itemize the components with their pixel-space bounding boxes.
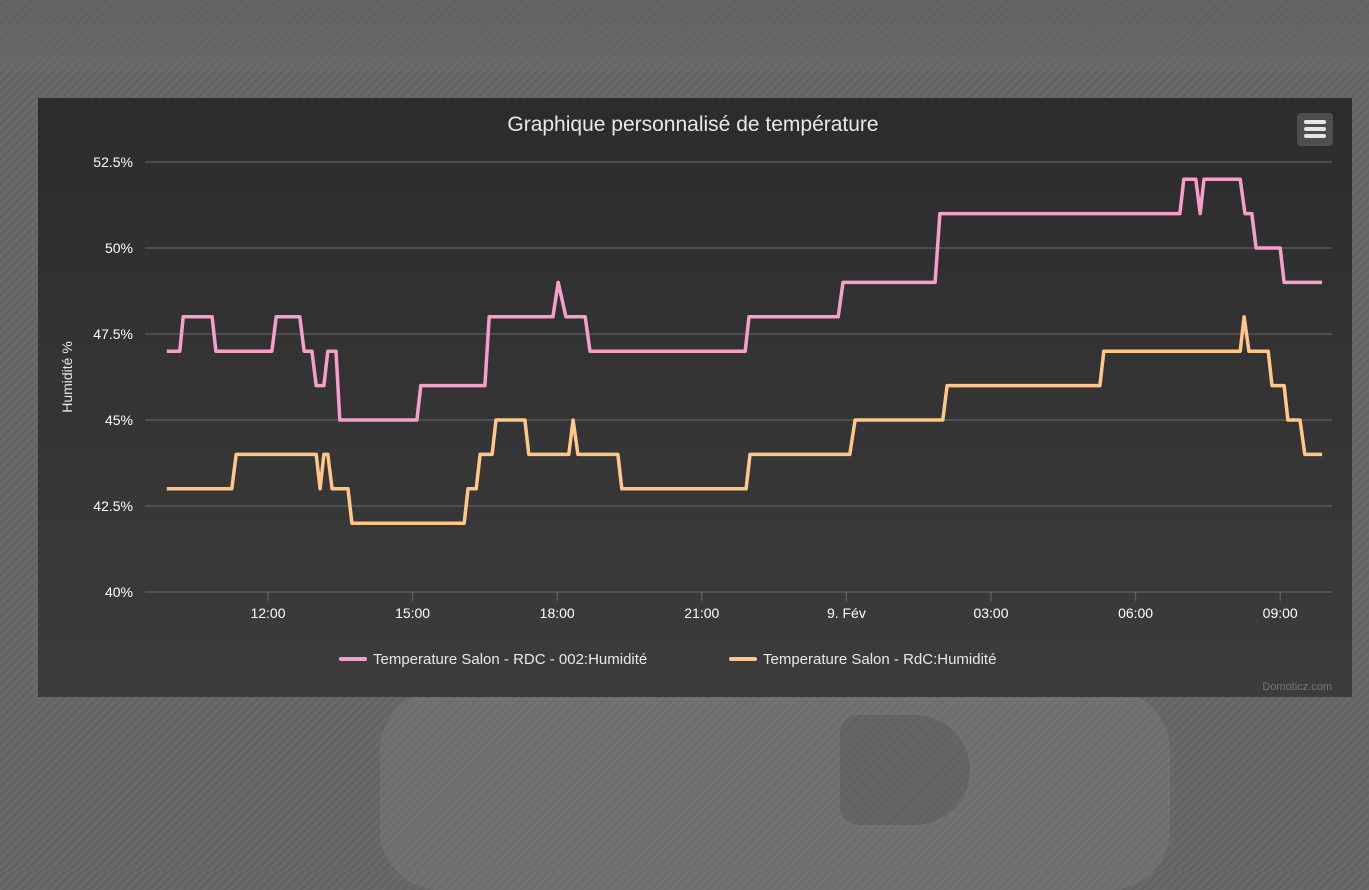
x-tick-label: 12:00 bbox=[250, 605, 285, 621]
x-tick-label: 21:00 bbox=[684, 605, 719, 621]
x-tick-label: 9. Fév bbox=[827, 605, 866, 621]
y-tick-label: 50% bbox=[105, 240, 133, 256]
chart-title: Graphique personnalisé de température bbox=[507, 113, 878, 136]
page-header-band bbox=[0, 0, 1369, 70]
hamburger-icon-bar bbox=[1304, 127, 1326, 131]
y-tick-label: 40% bbox=[105, 584, 133, 600]
series-line-2[interactable] bbox=[166, 315, 1323, 525]
background-logo bbox=[380, 690, 1170, 890]
y-tick-label: 52.5% bbox=[93, 154, 133, 170]
chart-menu-button[interactable] bbox=[1297, 113, 1333, 146]
x-tick-label: 15:00 bbox=[395, 605, 430, 621]
chart-credits[interactable]: Domoticz.com bbox=[1262, 681, 1332, 693]
chart-panel bbox=[38, 98, 1352, 697]
y-tick-label: 47.5% bbox=[93, 326, 133, 342]
y-tick-label: 45% bbox=[105, 412, 133, 428]
x-tick-label: 03:00 bbox=[973, 605, 1008, 621]
background-logo-d bbox=[840, 715, 970, 825]
y-axis-label: Humidité % bbox=[59, 341, 75, 413]
legend-label: Temperature Salon - RdC:Humidité bbox=[763, 651, 996, 668]
x-tick-label: 06:00 bbox=[1118, 605, 1153, 621]
legend-item-2[interactable]: Temperature Salon - RdC:Humidité bbox=[729, 651, 996, 668]
y-tick-label: 42.5% bbox=[93, 498, 133, 514]
hamburger-icon-bar bbox=[1304, 120, 1326, 124]
legend-label: Temperature Salon - RDC - 002:Humidité bbox=[373, 651, 647, 668]
humidity-chart: Graphique personnalisé de température 40… bbox=[59, 113, 1332, 693]
series-line-1[interactable] bbox=[166, 177, 1323, 422]
x-tick-label: 09:00 bbox=[1263, 605, 1298, 621]
x-tick-label: 18:00 bbox=[540, 605, 575, 621]
hamburger-icon-bar bbox=[1304, 134, 1326, 138]
legend-item-1[interactable]: Temperature Salon - RDC - 002:Humidité bbox=[339, 651, 647, 668]
